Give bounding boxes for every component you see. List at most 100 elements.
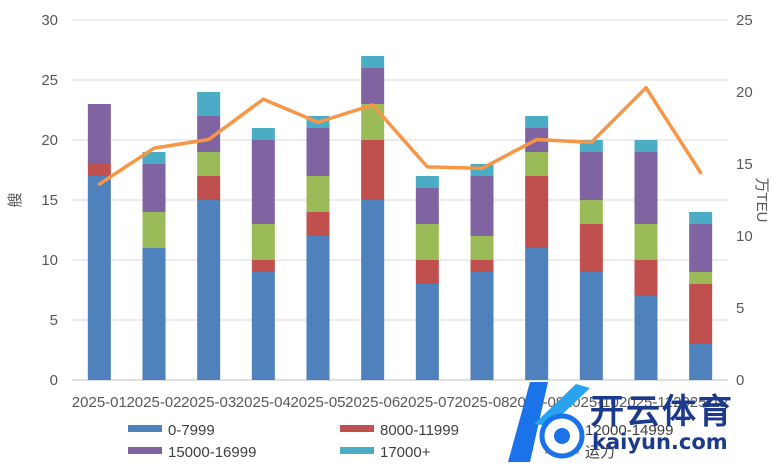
line-series bbox=[97, 85, 703, 186]
bar-segment bbox=[689, 272, 713, 284]
bar-segment bbox=[251, 140, 275, 224]
left-axis-title: 艘 bbox=[7, 192, 24, 207]
bar-segment bbox=[142, 164, 166, 212]
bar-segment bbox=[689, 344, 713, 380]
legend-swatch bbox=[340, 447, 374, 454]
bar-segment bbox=[251, 128, 275, 140]
legend-label: 0-7999 bbox=[168, 422, 215, 439]
left-tick-label: 10 bbox=[41, 252, 58, 269]
bar-segment bbox=[470, 236, 494, 260]
right-tick-label: 20 bbox=[736, 84, 753, 101]
bar-segment bbox=[525, 152, 549, 176]
bar-segment bbox=[689, 212, 713, 224]
gridlines bbox=[72, 19, 728, 381]
bar-segment bbox=[415, 176, 439, 188]
bar-series bbox=[87, 56, 713, 380]
legend-swatch bbox=[128, 447, 162, 454]
x-tick-label: 2025-12 bbox=[673, 394, 728, 411]
x-tick-label: 2025-04 bbox=[236, 394, 291, 411]
bar-segment bbox=[361, 140, 385, 200]
bar-segment bbox=[415, 260, 439, 284]
bar-segment bbox=[142, 248, 166, 380]
bar-segment bbox=[306, 236, 330, 380]
legend-label: 12000-14999 bbox=[585, 422, 673, 439]
bar-segment bbox=[197, 176, 221, 200]
x-tick-label: 2025-08 bbox=[454, 394, 509, 411]
bar-segment bbox=[525, 176, 549, 248]
legend-swatch bbox=[340, 425, 374, 432]
bar-segment bbox=[142, 152, 166, 164]
bar-segment bbox=[689, 224, 713, 272]
bar-segment bbox=[579, 152, 603, 200]
legend-label: 17000+ bbox=[380, 444, 431, 461]
bar-segment bbox=[415, 224, 439, 260]
bar-segment bbox=[306, 128, 330, 176]
right-tick-label: 10 bbox=[736, 228, 753, 245]
legend-label: 15000-16999 bbox=[168, 444, 256, 461]
x-tick-label: 2025-09 bbox=[509, 394, 564, 411]
legend-label: 8000-11999 bbox=[380, 422, 459, 439]
bar-segment bbox=[251, 272, 275, 380]
bar-segment bbox=[634, 224, 658, 260]
bar-segment bbox=[361, 56, 385, 68]
bar-segment bbox=[634, 152, 658, 224]
bar-segment bbox=[197, 200, 221, 380]
x-tick-label: 2025-02 bbox=[126, 394, 181, 411]
right-tick-label: 25 bbox=[736, 12, 753, 29]
legend-label: 运力 bbox=[585, 444, 615, 461]
bar-segment bbox=[689, 284, 713, 344]
left-tick-label: 30 bbox=[41, 12, 58, 29]
bar-segment bbox=[579, 224, 603, 272]
bar-segment bbox=[306, 176, 330, 212]
x-tick-label: 2025-01 bbox=[72, 394, 127, 411]
bar-segment bbox=[415, 188, 439, 224]
right-axis-ticks: 0 5 10 15 20 25 bbox=[736, 12, 753, 389]
bar-segment bbox=[87, 176, 111, 380]
right-axis-title: 万TEU bbox=[753, 177, 770, 222]
bar-segment bbox=[361, 200, 385, 380]
bar-segment bbox=[87, 104, 111, 164]
bar-segment bbox=[87, 164, 111, 176]
bar-segment bbox=[306, 212, 330, 236]
bar-segment bbox=[197, 152, 221, 176]
left-axis-ticks: 0 5 10 15 20 25 30 bbox=[41, 12, 58, 389]
x-tick-label: 2025-05 bbox=[290, 394, 345, 411]
bar-segment bbox=[525, 248, 549, 380]
bar-segment bbox=[634, 260, 658, 296]
bar-segment bbox=[251, 224, 275, 260]
right-tick-label: 0 bbox=[736, 372, 744, 389]
bar-segment bbox=[197, 92, 221, 116]
bar-segment bbox=[634, 140, 658, 152]
left-tick-label: 0 bbox=[50, 372, 58, 389]
x-axis-ticks: 2025-01 2025-02 2025-03 2025-04 2025-05 2025-… bbox=[72, 394, 728, 411]
x-tick-label: 2025-03 bbox=[181, 394, 236, 411]
bar-segment bbox=[470, 176, 494, 236]
bar-segment bbox=[525, 116, 549, 128]
x-tick-label: 2025-07 bbox=[400, 394, 455, 411]
bar-segment bbox=[361, 104, 385, 140]
bar-segment bbox=[634, 296, 658, 380]
left-tick-label: 25 bbox=[41, 72, 58, 89]
left-tick-label: 15 bbox=[41, 192, 58, 209]
legend-swatch bbox=[545, 425, 579, 432]
left-tick-label: 5 bbox=[50, 312, 58, 329]
legend: 0-7999 8000-11999 12000-14999 15000-16999 17… bbox=[128, 422, 673, 461]
x-tick-label: 2025-10 bbox=[564, 394, 619, 411]
bar-segment bbox=[142, 212, 166, 248]
bar-segment bbox=[470, 272, 494, 380]
bar-segment bbox=[470, 260, 494, 272]
x-tick-label: 2025-11 bbox=[619, 394, 673, 411]
bar-segment bbox=[415, 284, 439, 380]
bar-segment bbox=[361, 68, 385, 104]
bar-segment bbox=[579, 200, 603, 224]
capacity-line bbox=[97, 85, 703, 186]
x-tick-label: 2025-06 bbox=[345, 394, 400, 411]
bar-segment bbox=[579, 272, 603, 380]
bar-segment bbox=[197, 116, 221, 152]
bar-segment bbox=[251, 260, 275, 272]
right-tick-label: 5 bbox=[736, 300, 744, 317]
legend-swatch bbox=[128, 425, 162, 432]
left-tick-label: 20 bbox=[41, 132, 58, 149]
right-tick-label: 15 bbox=[736, 156, 753, 173]
